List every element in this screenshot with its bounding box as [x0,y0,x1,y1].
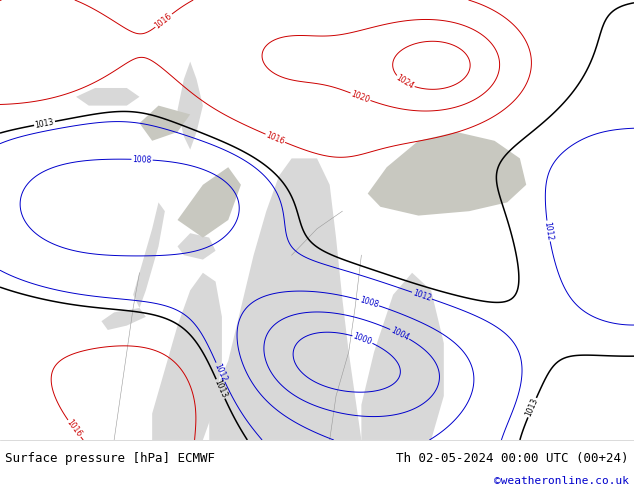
Text: 1020: 1020 [350,89,371,104]
Text: 1012: 1012 [543,221,554,241]
Text: 1024: 1024 [394,74,415,91]
Text: 1008: 1008 [358,295,380,310]
Text: Surface pressure [hPa] ECMWF: Surface pressure [hPa] ECMWF [5,452,215,466]
Text: 1008: 1008 [133,155,152,165]
Text: 1000: 1000 [352,332,373,347]
Text: 1012: 1012 [212,362,228,383]
Text: 1004: 1004 [389,326,411,343]
Text: 1016: 1016 [65,418,84,439]
Text: Th 02-05-2024 00:00 UTC (00+24): Th 02-05-2024 00:00 UTC (00+24) [396,452,629,466]
Text: 1013: 1013 [212,378,229,399]
Text: 1016: 1016 [153,11,174,30]
Text: ©weatheronline.co.uk: ©weatheronline.co.uk [494,476,629,486]
Text: 1013: 1013 [524,397,540,418]
Text: 1013: 1013 [34,117,55,129]
Text: 1012: 1012 [411,288,432,303]
Text: 1016: 1016 [264,130,286,146]
